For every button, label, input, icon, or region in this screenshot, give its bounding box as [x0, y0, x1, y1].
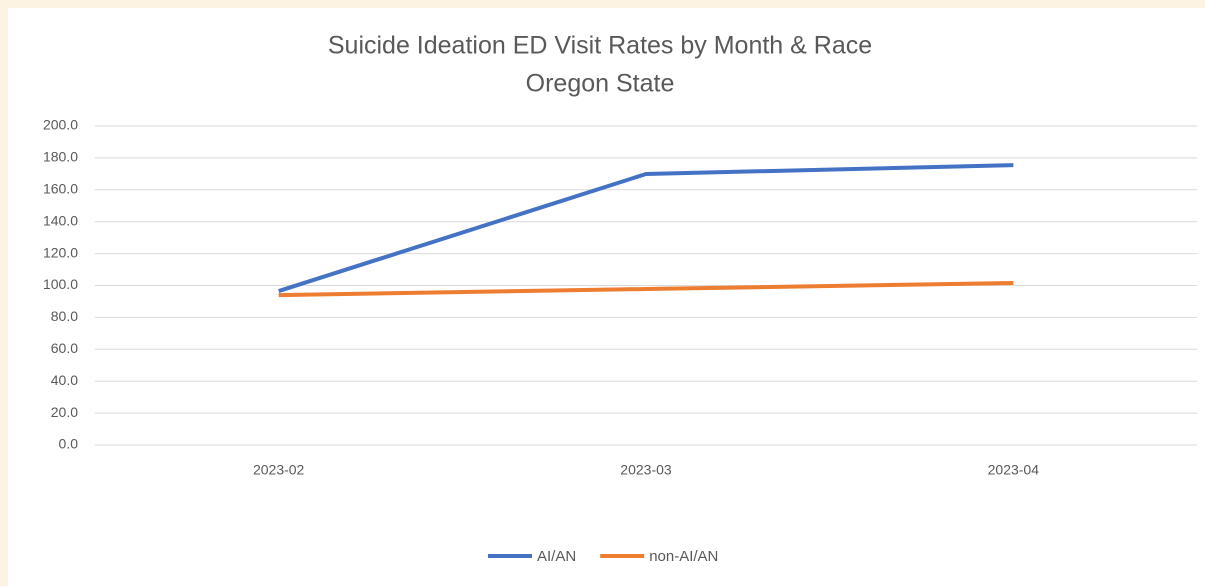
y-tick-label: 0.0	[59, 436, 79, 452]
legend-label: non-AI/AN	[649, 548, 718, 565]
chart-subtitle: Oregon State	[526, 70, 675, 98]
y-tick-label: 80.0	[51, 308, 78, 324]
x-tick-label: 2023-04	[988, 462, 1040, 478]
chart-background	[8, 8, 1205, 586]
series-line	[278, 163, 1014, 293]
x-tick-label: 2023-03	[620, 462, 672, 478]
y-tick-label: 160.0	[43, 181, 78, 197]
chart-title: Suicide Ideation ED Visit Rates by Month…	[328, 32, 872, 60]
y-tick-label: 120.0	[43, 244, 78, 260]
y-tick-label: 180.0	[43, 149, 78, 165]
series-line	[278, 280, 1014, 298]
legend-label: AI/AN	[537, 548, 576, 565]
y-tick-label: 200.0	[43, 117, 78, 133]
y-tick-label: 40.0	[51, 372, 78, 388]
y-tick-label: 60.0	[51, 340, 78, 356]
x-tick-label: 2023-02	[253, 462, 305, 478]
y-tick-label: 140.0	[43, 212, 78, 228]
y-tick-label: 100.0	[43, 276, 78, 292]
y-tick-label: 20.0	[51, 404, 78, 420]
